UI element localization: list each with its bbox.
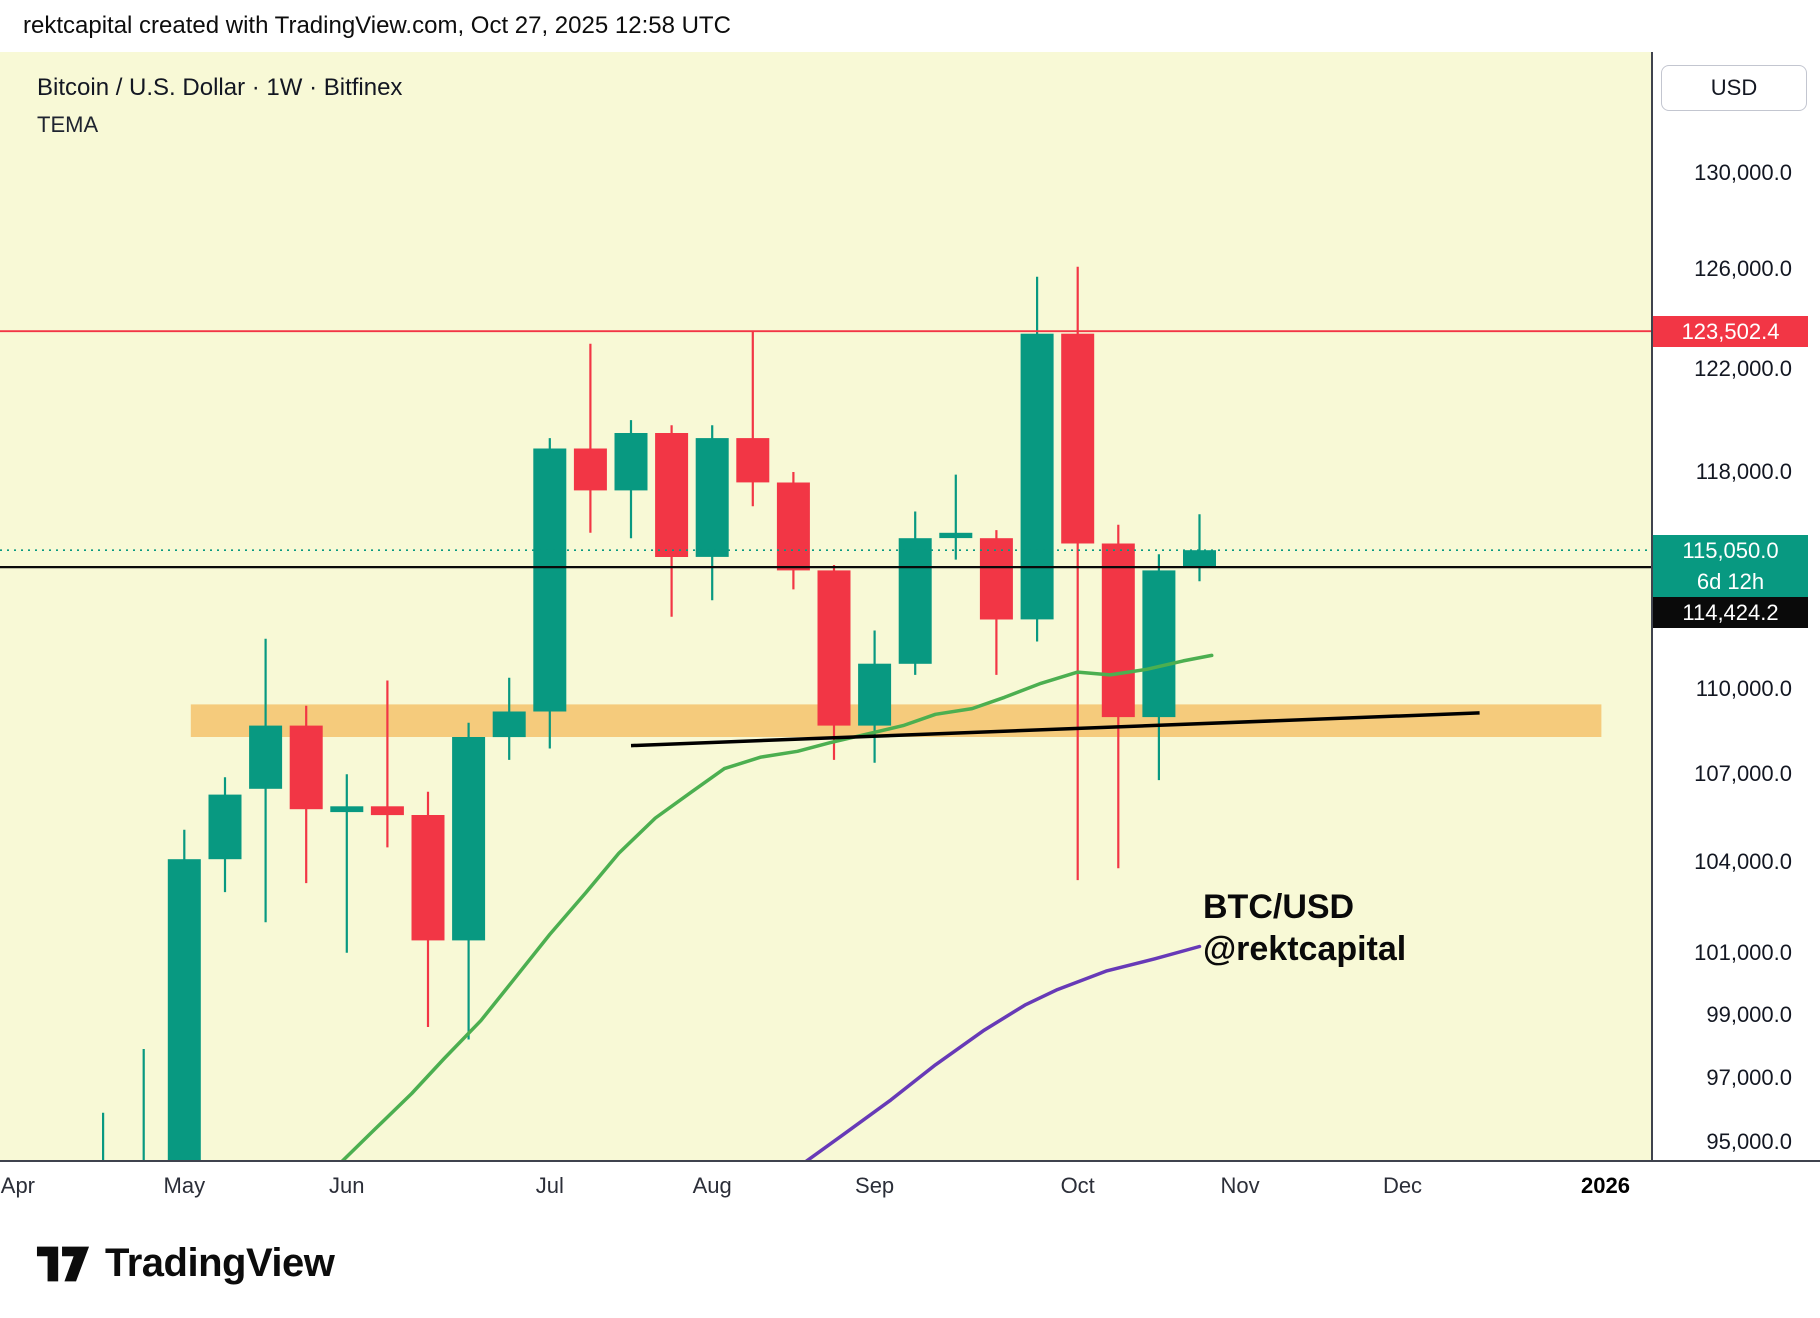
price-tick-label: 126,000.0 [1694, 256, 1792, 282]
candle-body [1142, 570, 1176, 718]
price-chart[interactable] [0, 52, 1651, 1160]
ray-price-label: 114,424.2 [1682, 599, 1779, 625]
price-tick-label: 99,000.0 [1706, 1001, 1792, 1027]
axis-separator [1651, 52, 1653, 1209]
price-tick-label: 104,000.0 [1694, 849, 1792, 875]
candle-body [249, 725, 283, 789]
candle-body [411, 815, 445, 941]
trendline[interactable] [630, 711, 1480, 748]
price-badge-level: 123,502.4 [1653, 315, 1808, 347]
candle-body [655, 433, 689, 557]
candle-body [452, 737, 486, 941]
attribution-text: rektcapital created with TradingView.com… [23, 12, 731, 39]
candle-body [533, 448, 567, 712]
candle-body [736, 438, 770, 483]
tradingview-logo-icon [36, 1246, 90, 1281]
tradingview-wordmark: TradingView [105, 1241, 335, 1285]
price-badge-last: 115,050.0 6d 12h [1653, 534, 1808, 597]
chart-watermark: BTC/USD @rektcapital [1203, 886, 1406, 970]
candle-body [1101, 543, 1135, 718]
candle-body [939, 532, 973, 539]
price-tick-label: 110,000.0 [1695, 675, 1792, 701]
candle-body [1183, 550, 1216, 568]
price-tick-label: 107,000.0 [1694, 761, 1792, 787]
bar-countdown: 6d 12h [1696, 568, 1765, 594]
candle-body [573, 448, 607, 491]
price-tick-label: 130,000.0 [1694, 159, 1792, 185]
price-axis[interactable]: USD 123,502.4 115,050.0 6d 12h 114,424.2… [1652, 52, 1820, 1160]
candle-body [979, 538, 1013, 620]
candle-body [614, 433, 648, 491]
currency-toggle-button[interactable]: USD [1661, 65, 1807, 111]
candle-body [776, 482, 810, 571]
candle-body [858, 663, 892, 726]
candle-body [898, 538, 932, 664]
tradingview-logo[interactable]: TradingView [36, 1241, 335, 1286]
time-axis-label: Apr [0, 1173, 36, 1198]
candle-body [208, 794, 242, 860]
time-axis-label: Sep [855, 1173, 895, 1198]
price-tick-label: 122,000.0 [1694, 356, 1792, 381]
time-axis-label: Aug [692, 1173, 732, 1198]
time-axis-label: Oct [1060, 1173, 1095, 1198]
candle-body [695, 438, 729, 557]
time-axis-label: 2026 [1581, 1173, 1630, 1198]
candle-body [817, 570, 851, 726]
candle-body [1061, 333, 1095, 544]
chart-legend: Bitcoin / U.S. Dollar · 1W · Bitfinex TE… [37, 74, 402, 138]
price-tick-label: 95,000.0 [1706, 1128, 1792, 1154]
time-axis-label: Jul [535, 1173, 564, 1198]
tema-line [340, 653, 1214, 1160]
time-axis-label: Dec [1382, 1173, 1423, 1198]
time-axis-label: May [163, 1173, 206, 1198]
candle-body [1020, 333, 1054, 620]
watermark-line2: @rektcapital [1203, 930, 1407, 968]
candle-body [492, 711, 526, 738]
watermark-line1: BTC/USD [1203, 888, 1355, 926]
level-price-label: 123,502.4 [1681, 318, 1780, 344]
time-axis[interactable]: Apr May Jun Jul Aug Sep Oct Nov Dec 2026 [0, 1160, 1820, 1209]
symbol-title[interactable]: Bitcoin / U.S. Dollar · 1W · Bitfinex [37, 74, 403, 101]
price-tick-label: 101,000.0 [1694, 939, 1792, 965]
price-badge-ray: 114,424.2 [1653, 596, 1808, 628]
footer-bar: TradingView [0, 1209, 1820, 1318]
attribution-bar: rektcapital created with TradingView.com… [0, 0, 1820, 52]
ma-line [805, 944, 1202, 1160]
price-tick-label: 118,000.0 [1695, 459, 1792, 484]
support-band[interactable] [190, 704, 1602, 737]
candle-body [289, 725, 323, 810]
time-axis-label: Jun [329, 1173, 365, 1198]
candle-body [167, 859, 201, 1160]
price-tick-label: 97,000.0 [1706, 1064, 1792, 1090]
time-axis-label: Nov [1220, 1173, 1260, 1198]
indicator-label[interactable]: TEMA [37, 112, 99, 137]
candle-body [330, 806, 364, 813]
last-price-label: 115,050.0 [1682, 537, 1779, 563]
candle-body [370, 806, 404, 816]
